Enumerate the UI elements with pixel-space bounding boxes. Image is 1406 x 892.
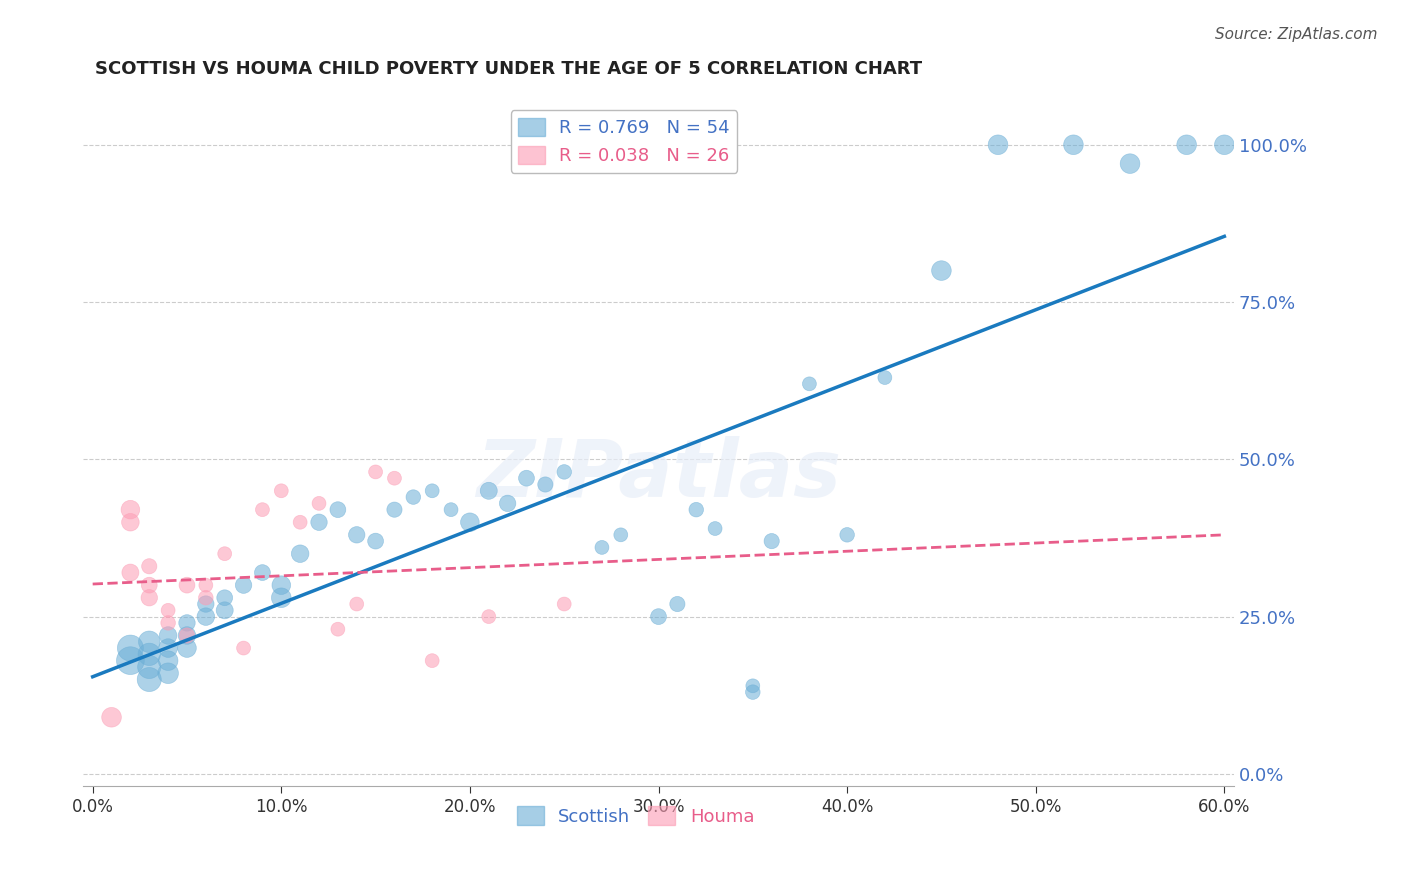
Scottish bbox=[138, 634, 160, 648]
Text: Source: ZipAtlas.com: Source: ZipAtlas.com bbox=[1215, 27, 1378, 42]
Scottish bbox=[157, 641, 180, 656]
Scottish bbox=[761, 534, 783, 549]
Scottish bbox=[176, 615, 198, 630]
Scottish bbox=[704, 522, 727, 536]
Scottish bbox=[610, 528, 633, 542]
Houma bbox=[232, 641, 254, 656]
Scottish bbox=[420, 483, 443, 498]
Text: SCOTTISH VS HOUMA CHILD POVERTY UNDER THE AGE OF 5 CORRELATION CHART: SCOTTISH VS HOUMA CHILD POVERTY UNDER TH… bbox=[94, 60, 922, 78]
Scottish bbox=[364, 534, 387, 549]
Scottish bbox=[685, 502, 707, 516]
Scottish bbox=[931, 263, 953, 277]
Scottish bbox=[478, 483, 501, 498]
Scottish bbox=[176, 641, 198, 656]
Houma bbox=[194, 578, 217, 592]
Houma bbox=[194, 591, 217, 605]
Scottish bbox=[458, 515, 481, 529]
Houma bbox=[420, 654, 443, 668]
Houma bbox=[157, 615, 180, 630]
Scottish bbox=[837, 528, 859, 542]
Houma bbox=[138, 559, 160, 574]
Houma bbox=[100, 710, 122, 724]
Scottish bbox=[308, 515, 330, 529]
Scottish bbox=[496, 496, 519, 510]
Scottish bbox=[157, 654, 180, 668]
Houma bbox=[138, 591, 160, 605]
Houma bbox=[364, 465, 387, 479]
Houma bbox=[478, 609, 501, 624]
Scottish bbox=[666, 597, 689, 611]
Scottish bbox=[741, 679, 763, 693]
Houma bbox=[120, 502, 142, 516]
Scottish bbox=[553, 465, 575, 479]
Scottish bbox=[873, 370, 896, 384]
Houma bbox=[346, 597, 368, 611]
Houma bbox=[270, 483, 292, 498]
Scottish bbox=[987, 137, 1010, 152]
Scottish bbox=[402, 490, 425, 504]
Scottish bbox=[799, 376, 821, 391]
Scottish bbox=[270, 591, 292, 605]
Scottish bbox=[384, 502, 406, 516]
Scottish bbox=[138, 673, 160, 687]
Scottish bbox=[214, 591, 236, 605]
Scottish bbox=[1213, 137, 1236, 152]
Scottish bbox=[288, 547, 311, 561]
Scottish bbox=[214, 603, 236, 617]
Scottish bbox=[1175, 137, 1198, 152]
Scottish bbox=[232, 578, 254, 592]
Scottish bbox=[270, 578, 292, 592]
Scottish bbox=[194, 597, 217, 611]
Houma bbox=[384, 471, 406, 485]
Houma bbox=[308, 496, 330, 510]
Scottish bbox=[157, 628, 180, 642]
Scottish bbox=[194, 609, 217, 624]
Scottish bbox=[326, 502, 349, 516]
Scottish bbox=[120, 654, 142, 668]
Scottish bbox=[120, 641, 142, 656]
Houma bbox=[120, 515, 142, 529]
Houma bbox=[157, 603, 180, 617]
Houma bbox=[252, 502, 274, 516]
Scottish bbox=[591, 541, 613, 555]
Text: ZIPatlas: ZIPatlas bbox=[477, 436, 841, 514]
Scottish bbox=[741, 685, 763, 699]
Houma bbox=[176, 578, 198, 592]
Houma bbox=[214, 547, 236, 561]
Scottish bbox=[515, 471, 537, 485]
Scottish bbox=[252, 566, 274, 580]
Houma bbox=[176, 628, 198, 642]
Scottish bbox=[157, 666, 180, 681]
Houma bbox=[288, 515, 311, 529]
Scottish bbox=[440, 502, 463, 516]
Houma bbox=[120, 566, 142, 580]
Scottish bbox=[346, 528, 368, 542]
Scottish bbox=[1119, 156, 1142, 170]
Legend: Scottish, Houma: Scottish, Houma bbox=[509, 799, 762, 833]
Houma bbox=[138, 578, 160, 592]
Scottish bbox=[138, 648, 160, 662]
Scottish bbox=[534, 477, 557, 491]
Scottish bbox=[647, 609, 669, 624]
Scottish bbox=[1062, 137, 1084, 152]
Scottish bbox=[176, 628, 198, 642]
Houma bbox=[326, 622, 349, 636]
Scottish bbox=[138, 660, 160, 674]
Houma bbox=[553, 597, 575, 611]
